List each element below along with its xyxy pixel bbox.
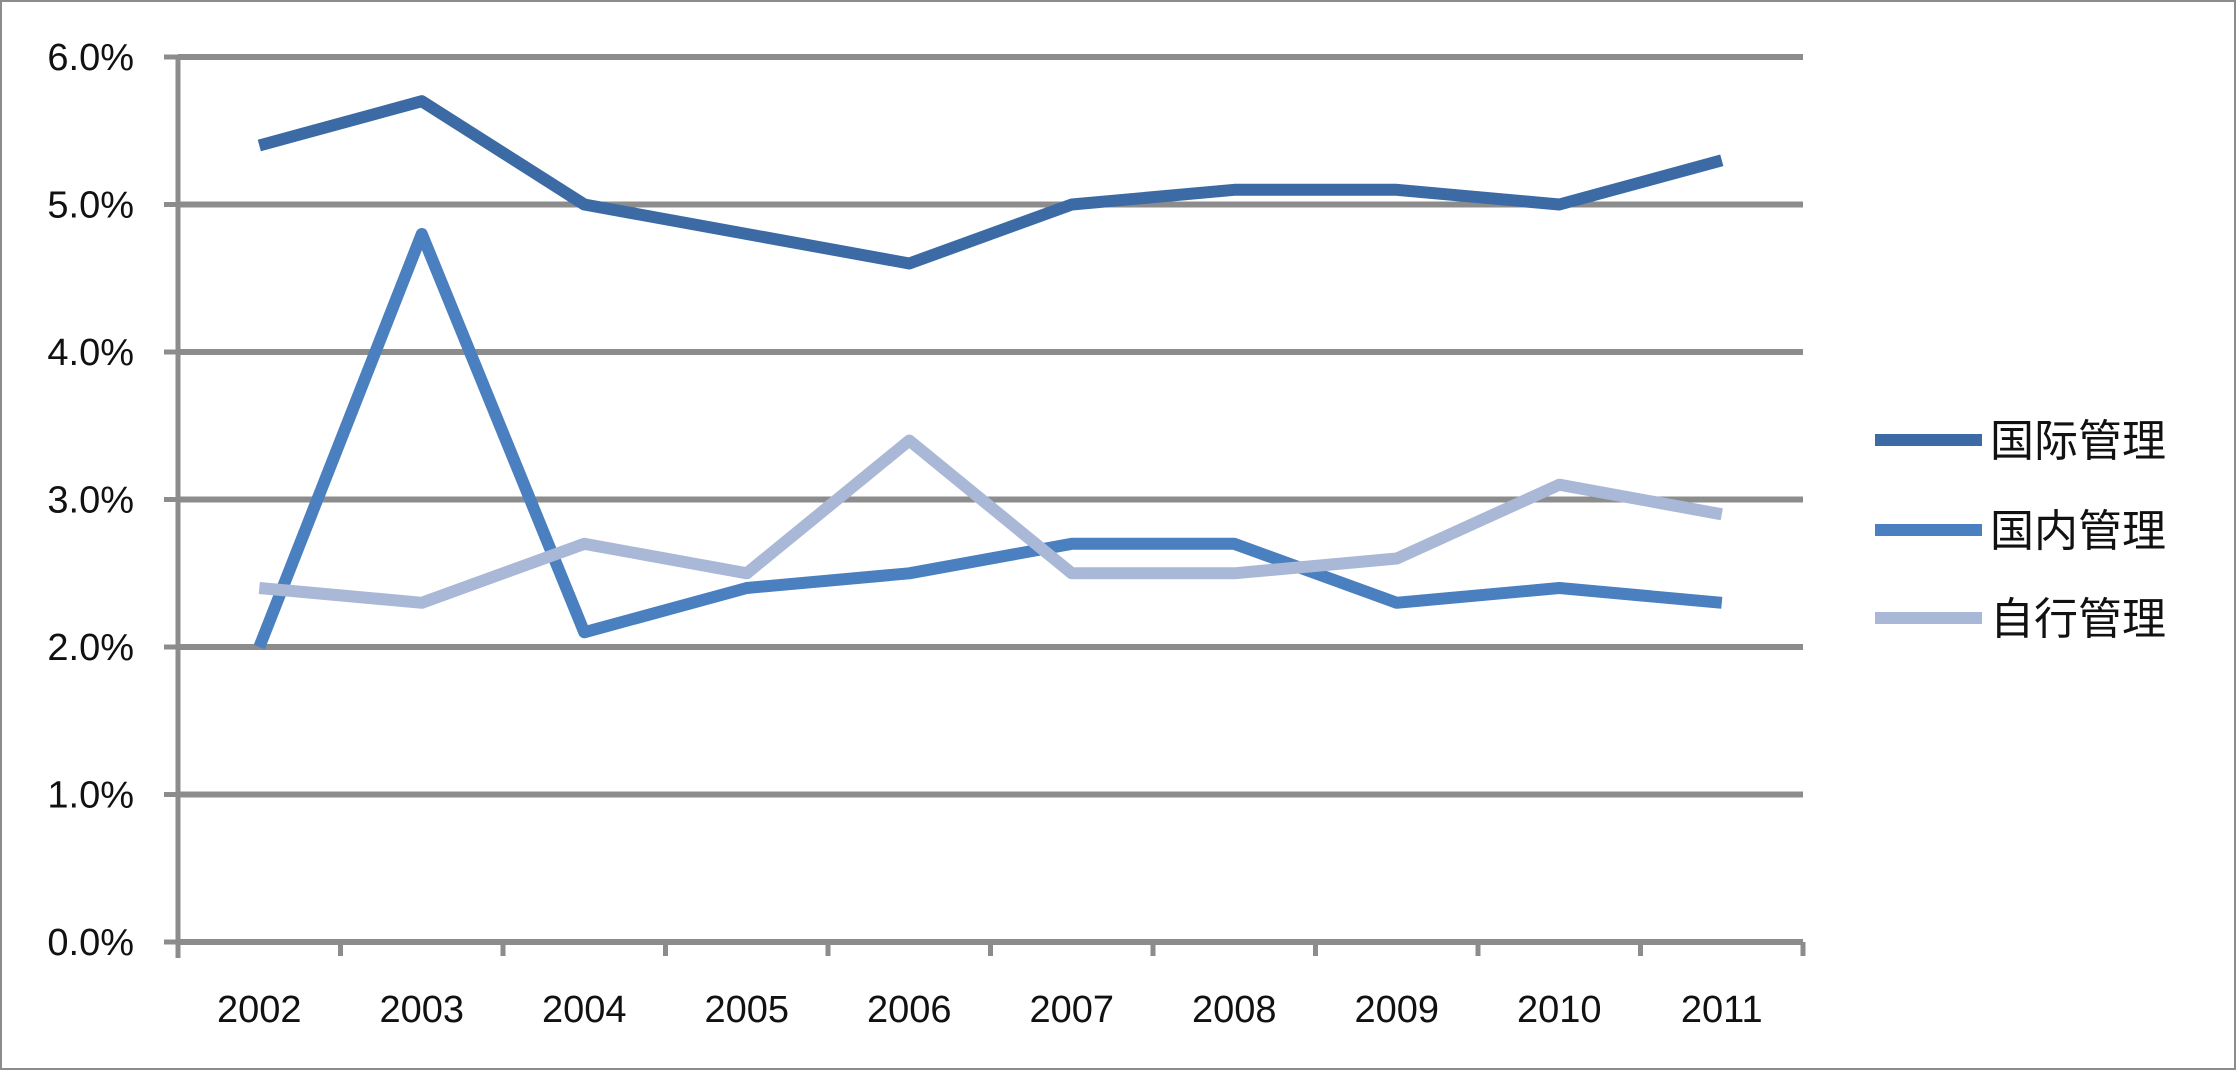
- axes: [164, 54, 1806, 958]
- x-tick-label: 2004: [542, 989, 627, 1031]
- y-tick-label: 5.0%: [47, 185, 134, 227]
- y-tick-label: 3.0%: [47, 480, 134, 522]
- y-tick-label: 0.0%: [47, 922, 134, 964]
- x-tick-label: 2007: [1029, 989, 1114, 1031]
- x-tick-label: 2011: [1681, 989, 1763, 1031]
- x-tick-label: 2002: [217, 989, 302, 1031]
- x-axis-tick-labels: 2002 2003 2004 2005 2006 2007 2008 2009 2010 2011: [217, 989, 1763, 1031]
- x-tick-label: 2009: [1354, 989, 1439, 1031]
- x-tick-label: 2006: [867, 989, 952, 1031]
- x-tick-label: 2010: [1517, 989, 1602, 1031]
- x-tick-label: 2005: [704, 989, 789, 1031]
- legend-label: 自行管理: [1990, 594, 2166, 645]
- x-tick-label: 2003: [379, 989, 464, 1031]
- series-line-2: [253, 228, 1723, 650]
- y-tick-label: 2.0%: [47, 627, 134, 669]
- y-axis-tick-labels: 0.0% 1.0% 2.0% 3.0% 4.0% 5.0% 6.0%: [47, 37, 134, 964]
- y-tick-label: 6.0%: [47, 37, 134, 79]
- legend-label: 国内管理: [1990, 506, 2166, 557]
- series-lines: [253, 95, 1724, 650]
- legend-label: 国际管理: [1990, 416, 2166, 467]
- x-tick-label: 2008: [1192, 989, 1277, 1031]
- y-tick-label: 1.0%: [47, 775, 134, 817]
- series-line-1: [257, 95, 1724, 270]
- series-line-3: [258, 434, 1723, 609]
- y-tick-label: 4.0%: [47, 332, 134, 374]
- gridlines: [178, 54, 1803, 798]
